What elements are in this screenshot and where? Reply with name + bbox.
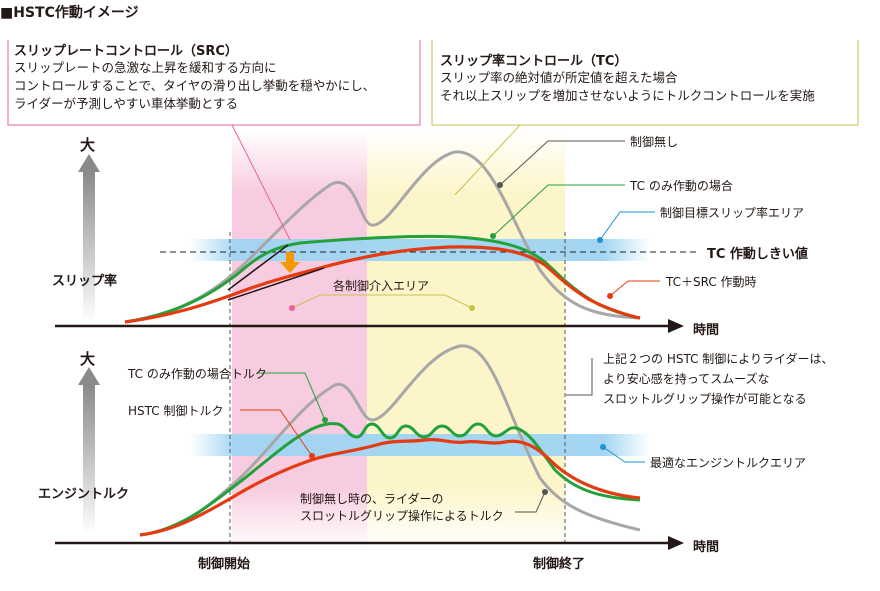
- effect-line-2: より安心感を持ってスムーズな: [603, 372, 770, 386]
- hstc-torque-curve: [139, 437, 641, 537]
- no-control-torque-label-1: 制御無し時の、ライダーの: [300, 492, 444, 506]
- intervention-area-label: 各制御介入エリア: [333, 279, 430, 293]
- no-control-torque-curve: [139, 344, 641, 537]
- src-leader: [231, 124, 291, 241]
- dot-target-area: [597, 237, 603, 243]
- tc-torque-leader: [258, 372, 326, 421]
- tc-only-label: TC のみ作動の場合: [630, 179, 733, 193]
- tc-box-frame: [431, 40, 859, 126]
- no-control-slip-curve: [124, 150, 641, 324]
- slope-line-gray: [227, 244, 289, 291]
- hstc-torque-leader: [240, 409, 313, 457]
- dot-tc-torque: [322, 417, 328, 423]
- optimal-torque-band: [190, 434, 650, 456]
- bottom-y-label: エンジントルク: [38, 487, 130, 502]
- effect-line-1: 上記２つの HSTC 制御によりライダーは、: [603, 352, 834, 366]
- dot-intervention-pink: [289, 305, 295, 311]
- tc-box-line-1: スリップ率の絶対値が所定値を超えた場合: [440, 70, 678, 85]
- bottom-x-axis: [55, 536, 684, 550]
- bottom-y-big-label: 大: [80, 350, 96, 368]
- dot-no-control: [497, 182, 503, 188]
- hstc-torque-label: HSTC 制御トルク: [128, 404, 224, 418]
- bottom-x-label: 時間: [693, 540, 720, 555]
- src-box-line-3: ライダーが予測しやすい車体挙動とする: [14, 96, 239, 111]
- dot-intervention-yellow: [469, 305, 475, 311]
- target-area-label: 制御目標スリップ率エリア: [660, 206, 805, 220]
- no-control-leader: [499, 140, 625, 186]
- intervention-leader: [291, 294, 473, 309]
- src-box-line-1: スリップレートの急激な上昇を緩和する方向に: [14, 60, 277, 75]
- control-start-label: 制御開始: [198, 557, 251, 572]
- top-x-label: 時間: [693, 323, 720, 338]
- tc-only-leader: [492, 184, 625, 237]
- top-y-axis: [78, 154, 100, 322]
- src-box-frame: [7, 40, 421, 126]
- top-y-big-label: 大: [80, 136, 96, 154]
- src-box-line-2: コントロールすることで、タイヤの滑り出し挙動を穏やかにし、: [14, 78, 376, 93]
- dot-no-control-torque: [542, 489, 548, 495]
- tc-zone: [367, 130, 565, 550]
- slope-line-black: [227, 267, 325, 301]
- top-x-axis: [55, 319, 684, 333]
- no-control-torque-leader: [515, 491, 546, 513]
- target-area-leader: [599, 211, 655, 241]
- tc-leader: [454, 124, 521, 196]
- tc-box-line-2: それ以上スリップを増加させないようにトルクコントロールを実施: [440, 88, 815, 103]
- optimal-area-label: 最適なエンジントルクエリア: [650, 456, 807, 470]
- tc-threshold-label: TC 作動しきい値: [707, 247, 808, 262]
- no-control-torque-label-2: スロットルグリップ操作によるトルク: [300, 509, 504, 523]
- bottom-y-axis: [78, 367, 100, 535]
- top-y-label: スリップ率: [52, 274, 118, 289]
- effect-leader: [566, 358, 593, 396]
- tc-src-leader: [609, 280, 660, 297]
- optimal-area-leader: [602, 446, 645, 463]
- dot-tc-src: [607, 293, 613, 299]
- tc-only-torque-label: TC のみ作動の場合トルク: [128, 367, 267, 381]
- control-end-label: 制御終了: [533, 557, 586, 572]
- src-box-title: スリップレートコントロール（SRC）: [14, 44, 238, 59]
- tc-box-title: スリップ率コントロール（TC）: [440, 54, 628, 69]
- page-title: ■HSTC作動イメージ: [0, 5, 139, 21]
- dot-hstc-torque: [309, 453, 315, 459]
- effect-line-3: スロットルグリップ操作が可能となる: [603, 392, 807, 406]
- no-control-label: 制御無し: [630, 135, 679, 149]
- tc-src-label: TC＋SRC 作動時: [666, 275, 757, 289]
- dot-tc-only: [490, 233, 496, 239]
- tc-only-torque-curve: [139, 422, 641, 537]
- src-zone: [232, 130, 367, 550]
- tc-src-slip-curve: [124, 245, 641, 324]
- dot-optimal-area: [600, 444, 606, 450]
- src-down-arrow-icon: [280, 252, 300, 273]
